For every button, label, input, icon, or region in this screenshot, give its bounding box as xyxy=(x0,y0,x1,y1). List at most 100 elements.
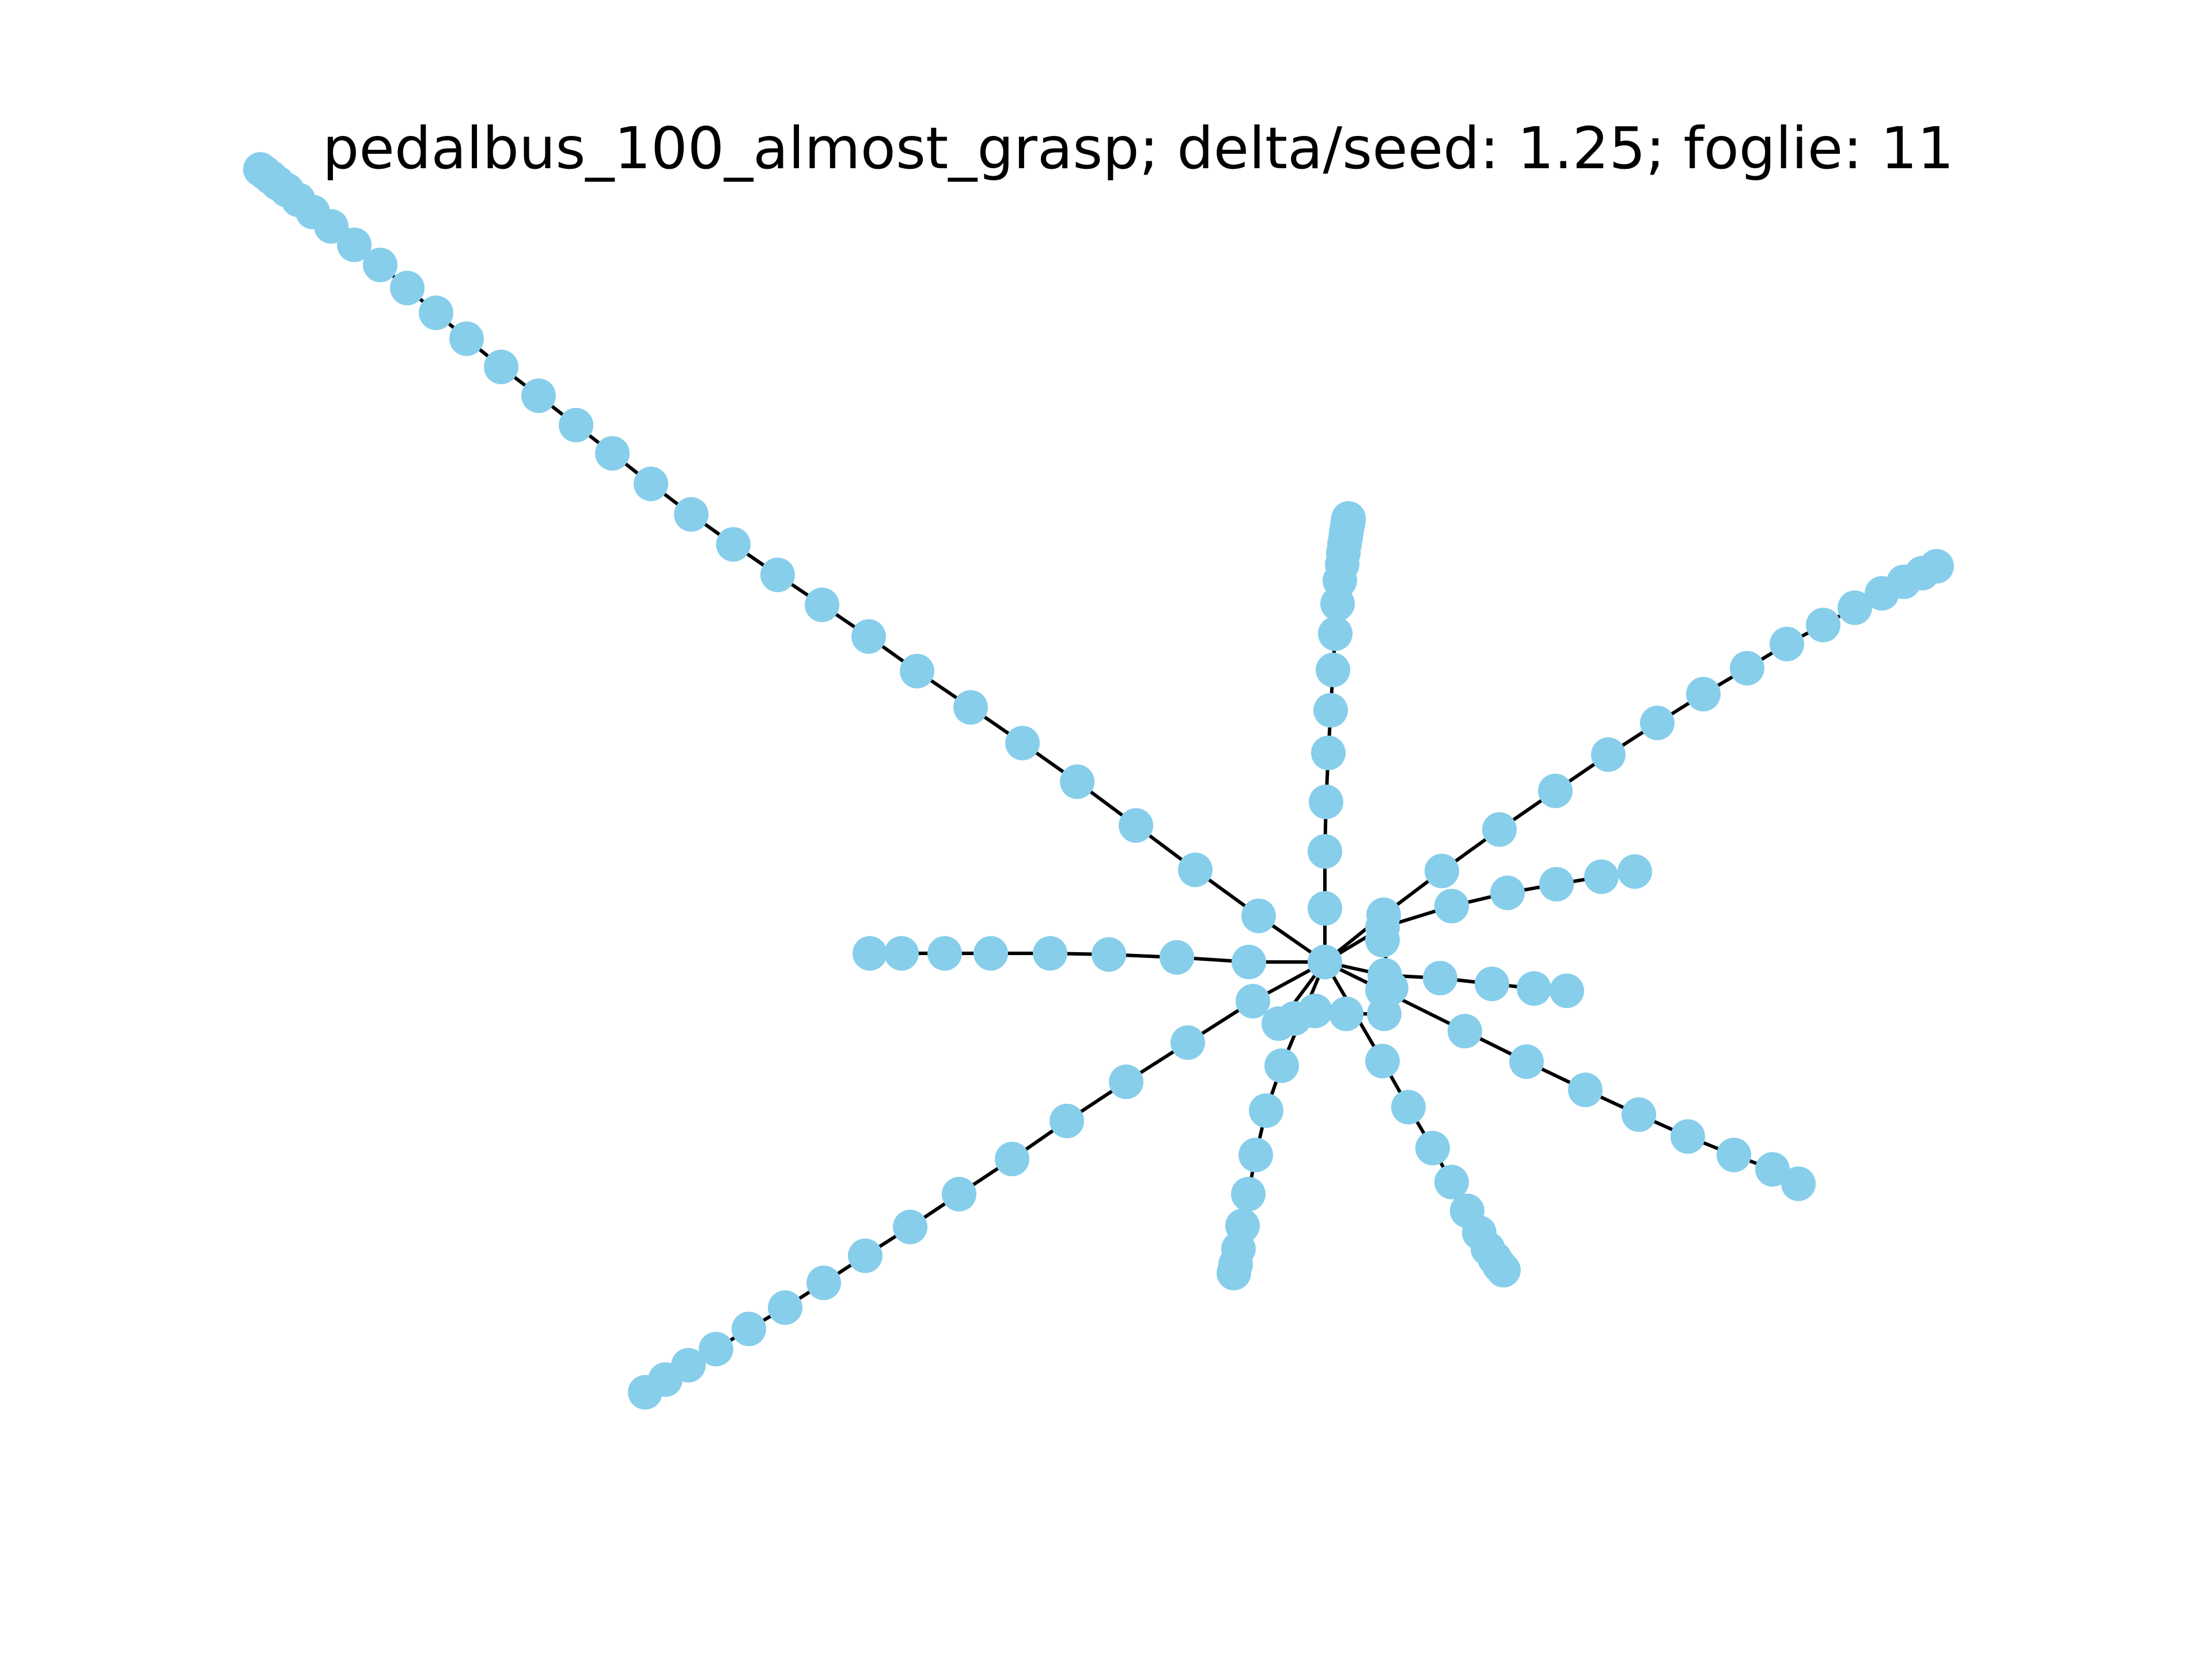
graph-node-b1-13 xyxy=(634,467,668,501)
graph-node-b10-5 xyxy=(1367,997,1402,1031)
graph-node-b1-3 xyxy=(1119,808,1153,843)
graph-node-b11-3 xyxy=(1092,937,1126,972)
graph-node-b1-5 xyxy=(1005,726,1040,760)
graph-node-b6-2 xyxy=(1423,961,1457,995)
graph-node-b3-4 xyxy=(1311,736,1346,770)
graph-node-b4-6 xyxy=(942,1177,976,1211)
graph-node-b2-11 xyxy=(1838,590,1872,625)
graph-leaf-node-b11 xyxy=(853,936,887,971)
graph-node-b5-3 xyxy=(1490,876,1525,910)
graph-node-b2-4 xyxy=(1538,774,1573,808)
graph-node-b8-2 xyxy=(1391,1090,1426,1124)
graph-node-b1-17 xyxy=(484,350,518,384)
graph-node-b8-1 xyxy=(1365,1044,1400,1078)
graph-node-b5-4 xyxy=(1539,867,1574,902)
graph-node-b11-7 xyxy=(884,936,919,971)
graph-node-b1-15 xyxy=(559,408,593,442)
graph-leaf-node-b3 xyxy=(1331,501,1366,536)
graph-node-b11-4 xyxy=(1033,936,1067,971)
graph-node-b5-5 xyxy=(1584,859,1619,894)
graph-node-b1-21 xyxy=(363,248,397,282)
graph-leaf-node-b10 xyxy=(1365,923,1400,957)
graph-leaf-node-b7 xyxy=(1781,1166,1816,1201)
graph-node-b1-14 xyxy=(595,436,630,471)
graph-node-b1-18 xyxy=(449,321,484,356)
node-layer xyxy=(243,152,1954,1410)
graph-leaf-node-b2 xyxy=(1919,549,1954,584)
graph-hub-node xyxy=(1308,945,1342,979)
graph-node-b11-1 xyxy=(1232,945,1266,979)
graph-node-b4-12 xyxy=(699,1332,733,1366)
graph-leaf-node-b4 xyxy=(628,1375,662,1410)
graph-leaf-node-b8 xyxy=(1486,1253,1521,1287)
graph-node-b2-10 xyxy=(1806,608,1840,642)
graph-node-b10-3 xyxy=(1298,994,1332,1028)
graph-node-b4-2 xyxy=(1171,1025,1205,1060)
graph-node-b4-8 xyxy=(848,1238,882,1273)
graph-node-b11-2 xyxy=(1160,940,1194,975)
graph-node-b7-8 xyxy=(1755,1152,1790,1187)
graph-node-b9-4 xyxy=(1231,1177,1266,1211)
graph-node-b7-7 xyxy=(1717,1138,1751,1172)
graph-leaf-node-b5 xyxy=(1618,854,1652,889)
graph-node-b7-4 xyxy=(1568,1073,1603,1107)
graph-node-b2-2 xyxy=(1425,854,1459,888)
graph-node-b11-5 xyxy=(974,936,1008,971)
graph-node-b1-8 xyxy=(851,619,886,654)
graph-node-b2-5 xyxy=(1591,737,1626,772)
graph-node-b1-19 xyxy=(419,296,453,330)
graph-node-b1-11 xyxy=(716,527,751,562)
graph-node-b11-6 xyxy=(927,936,962,971)
graph-node-b3-7 xyxy=(1318,616,1353,651)
graph-node-b4-4 xyxy=(1050,1104,1084,1138)
graph-node-b1-1 xyxy=(1241,899,1276,933)
graph-node-b2-7 xyxy=(1686,677,1721,711)
graph-node-b4-10 xyxy=(768,1290,802,1325)
graph-node-b9-3 xyxy=(1238,1138,1273,1172)
graph-node-b1-22 xyxy=(337,228,372,262)
graph-node-b3-5 xyxy=(1313,693,1348,728)
graph-node-b3-2 xyxy=(1308,834,1342,869)
graph-node-b8-3 xyxy=(1415,1131,1450,1165)
graph-node-b4-11 xyxy=(732,1312,766,1346)
graph-node-b6-4 xyxy=(1517,971,1551,1006)
graph-node-b9-2 xyxy=(1249,1093,1283,1128)
graph-node-b10-4 xyxy=(1329,997,1363,1031)
graph-leaf-node-b6 xyxy=(1550,974,1584,1008)
graph-node-b1-7 xyxy=(900,654,934,688)
graph-node-b7-5 xyxy=(1622,1097,1656,1132)
graph-node-b1-10 xyxy=(760,558,795,592)
graph-node-b2-6 xyxy=(1640,706,1675,740)
graph-node-b1-2 xyxy=(1178,853,1213,887)
graph-node-b3-6 xyxy=(1316,653,1350,687)
graph-node-b2-9 xyxy=(1770,627,1804,661)
graph-node-b4-3 xyxy=(1109,1065,1143,1099)
graph-node-b3-1 xyxy=(1308,891,1342,926)
graph-node-b9-1 xyxy=(1264,1048,1299,1083)
graph-title: pedalbus_100_almost_grasp; delta/seed: 1… xyxy=(323,115,1954,182)
graph-node-b1-20 xyxy=(390,271,425,305)
graph-leaf-node-b9 xyxy=(1217,1256,1251,1290)
graph-node-b5-2 xyxy=(1434,889,1469,923)
graph-node-b1-16 xyxy=(521,378,556,413)
graph-node-b4-5 xyxy=(995,1142,1029,1176)
graph-node-b7-6 xyxy=(1671,1119,1705,1154)
graph-leaf-node-b1 xyxy=(243,152,278,187)
graph-node-b1-4 xyxy=(1060,764,1094,799)
graph-node-b2-3 xyxy=(1482,812,1517,847)
graph-node-b10-6 xyxy=(1374,971,1408,1005)
graph-node-b1-12 xyxy=(674,497,709,532)
graph-node-b4-7 xyxy=(893,1210,927,1244)
graph-node-b7-3 xyxy=(1509,1044,1544,1079)
graph-node-b1-6 xyxy=(953,690,988,725)
graph-node-b8-4 xyxy=(1434,1165,1469,1199)
graph-node-b2-8 xyxy=(1730,651,1764,685)
graph-node-b6-3 xyxy=(1475,967,1509,1001)
graph-node-b4-1 xyxy=(1236,984,1270,1018)
graph-node-b1-9 xyxy=(805,588,839,622)
graph-node-b7-2 xyxy=(1448,1014,1482,1048)
graph-node-b4-9 xyxy=(806,1266,841,1300)
graph-node-b3-3 xyxy=(1309,785,1343,819)
